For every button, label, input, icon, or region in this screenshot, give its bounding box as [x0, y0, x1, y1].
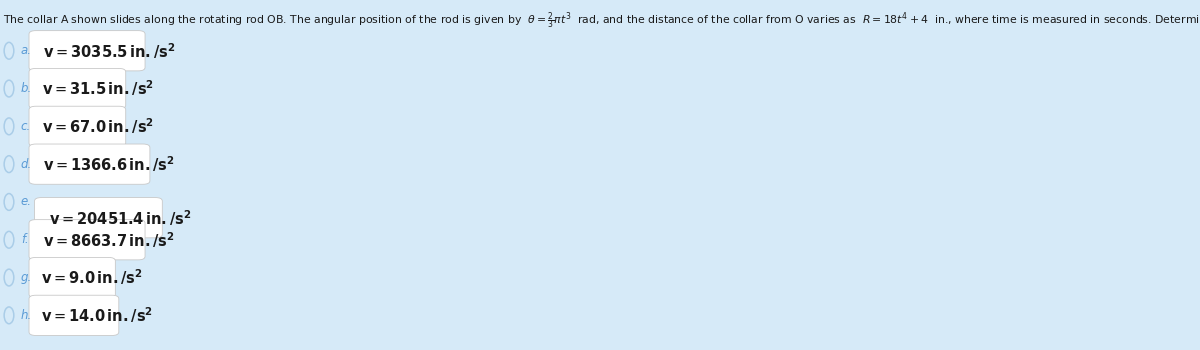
- Text: $\mathbf{v} = \mathbf{9.0}\,\mathbf{in./s}^{\mathbf{2}}$: $\mathbf{v} = \mathbf{9.0}\,\mathbf{in./…: [41, 268, 143, 287]
- FancyBboxPatch shape: [29, 69, 126, 108]
- FancyBboxPatch shape: [29, 295, 119, 335]
- Text: f.: f.: [20, 233, 29, 246]
- Text: g.: g.: [20, 271, 32, 284]
- FancyBboxPatch shape: [29, 144, 150, 184]
- FancyBboxPatch shape: [29, 258, 115, 298]
- Text: The collar A shown slides along the rotating rod OB. The angular position of the: The collar A shown slides along the rota…: [4, 10, 1200, 32]
- Text: h.: h.: [20, 309, 32, 322]
- Text: c.: c.: [20, 120, 31, 133]
- Text: $\mathbf{v} = \mathbf{67.0}\,\mathbf{in./s}^{\mathbf{2}}$: $\mathbf{v} = \mathbf{67.0}\,\mathbf{in.…: [42, 117, 154, 136]
- Text: e.: e.: [20, 195, 31, 209]
- Text: $\mathbf{v} = \mathbf{31.5}\,\mathbf{in./s}^{\mathbf{2}}$: $\mathbf{v} = \mathbf{31.5}\,\mathbf{in.…: [42, 79, 154, 98]
- FancyBboxPatch shape: [29, 220, 145, 260]
- FancyBboxPatch shape: [29, 106, 126, 146]
- FancyBboxPatch shape: [29, 31, 145, 71]
- Text: d.: d.: [20, 158, 32, 171]
- FancyBboxPatch shape: [35, 197, 162, 238]
- Text: b.: b.: [20, 82, 32, 95]
- Text: $\mathbf{v} = \mathbf{14.0}\,\mathbf{in./s}^{\mathbf{2}}$: $\mathbf{v} = \mathbf{14.0}\,\mathbf{in.…: [41, 306, 154, 325]
- Text: $\mathbf{v} = \mathbf{20 451.4}\,\mathbf{in./s}^{\mathbf{2}}$: $\mathbf{v} = \mathbf{20 451.4}\,\mathbf…: [49, 208, 192, 228]
- Text: $\mathbf{v} = \mathbf{1 366.6}\,\mathbf{in./s}^{\mathbf{2}}$: $\mathbf{v} = \mathbf{1 366.6}\,\mathbf{…: [43, 154, 175, 174]
- Text: a.: a.: [20, 44, 31, 57]
- Text: $\mathbf{v} = \mathbf{3035.5}\,\mathbf{in./s}^{\mathbf{2}}$: $\mathbf{v} = \mathbf{3035.5}\,\mathbf{i…: [43, 41, 175, 61]
- Text: $\mathbf{v} = \mathbf{8 663.7}\,\mathbf{in./s}^{\mathbf{2}}$: $\mathbf{v} = \mathbf{8 663.7}\,\mathbf{…: [43, 230, 175, 250]
